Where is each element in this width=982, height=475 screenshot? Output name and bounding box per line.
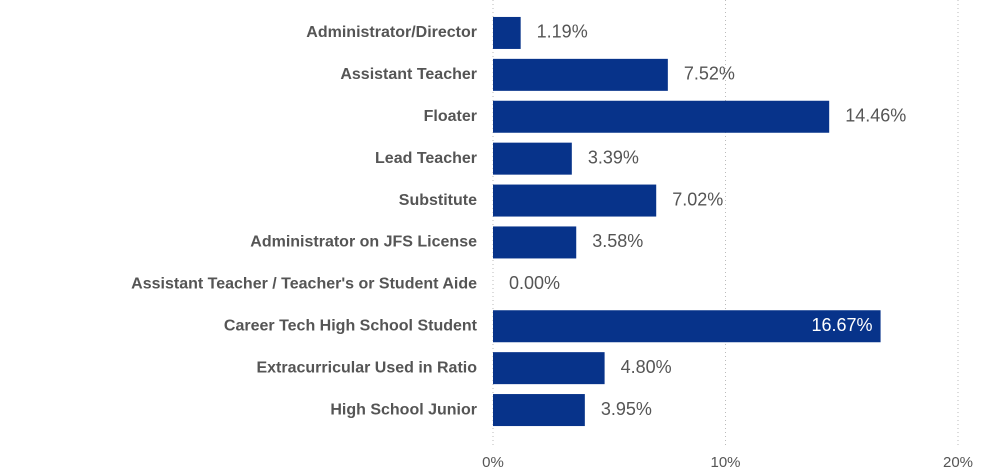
category-label: Floater [424,108,477,125]
x-tick-label: 10% [710,454,740,471]
bar [493,100,830,133]
value-label: 3.39% [588,147,639,167]
value-label: 0.00% [509,273,560,293]
value-label: 16.67% [812,315,873,335]
value-label: 14.46% [845,106,906,126]
bar [493,142,572,175]
x-tick-label: 0% [482,454,504,471]
category-label: Substitute [399,192,477,209]
bar [493,58,668,91]
category-label: Administrator/Director [306,24,477,41]
category-label: Assistant Teacher [340,66,477,83]
bar [493,16,521,49]
value-label: 3.58% [592,231,643,251]
category-label: High School Junior [330,401,477,418]
x-tick-label: 20% [943,454,973,471]
category-label: Career Tech High School Student [224,317,478,334]
bar [493,310,881,343]
value-label: 1.19% [537,22,588,42]
bar [493,226,577,259]
value-label: 7.52% [684,64,735,84]
category-label: Assistant Teacher / Teacher's or Student… [131,276,477,293]
category-label: Lead Teacher [375,150,477,167]
bar [493,352,605,385]
value-label: 3.95% [601,399,652,419]
category-label: Extracurricular Used in Ratio [256,359,477,376]
bar [493,394,585,427]
category-label: Administrator on JFS License [250,234,477,251]
value-label: 7.02% [672,189,723,209]
bar [493,184,657,217]
value-label: 4.80% [621,357,672,377]
